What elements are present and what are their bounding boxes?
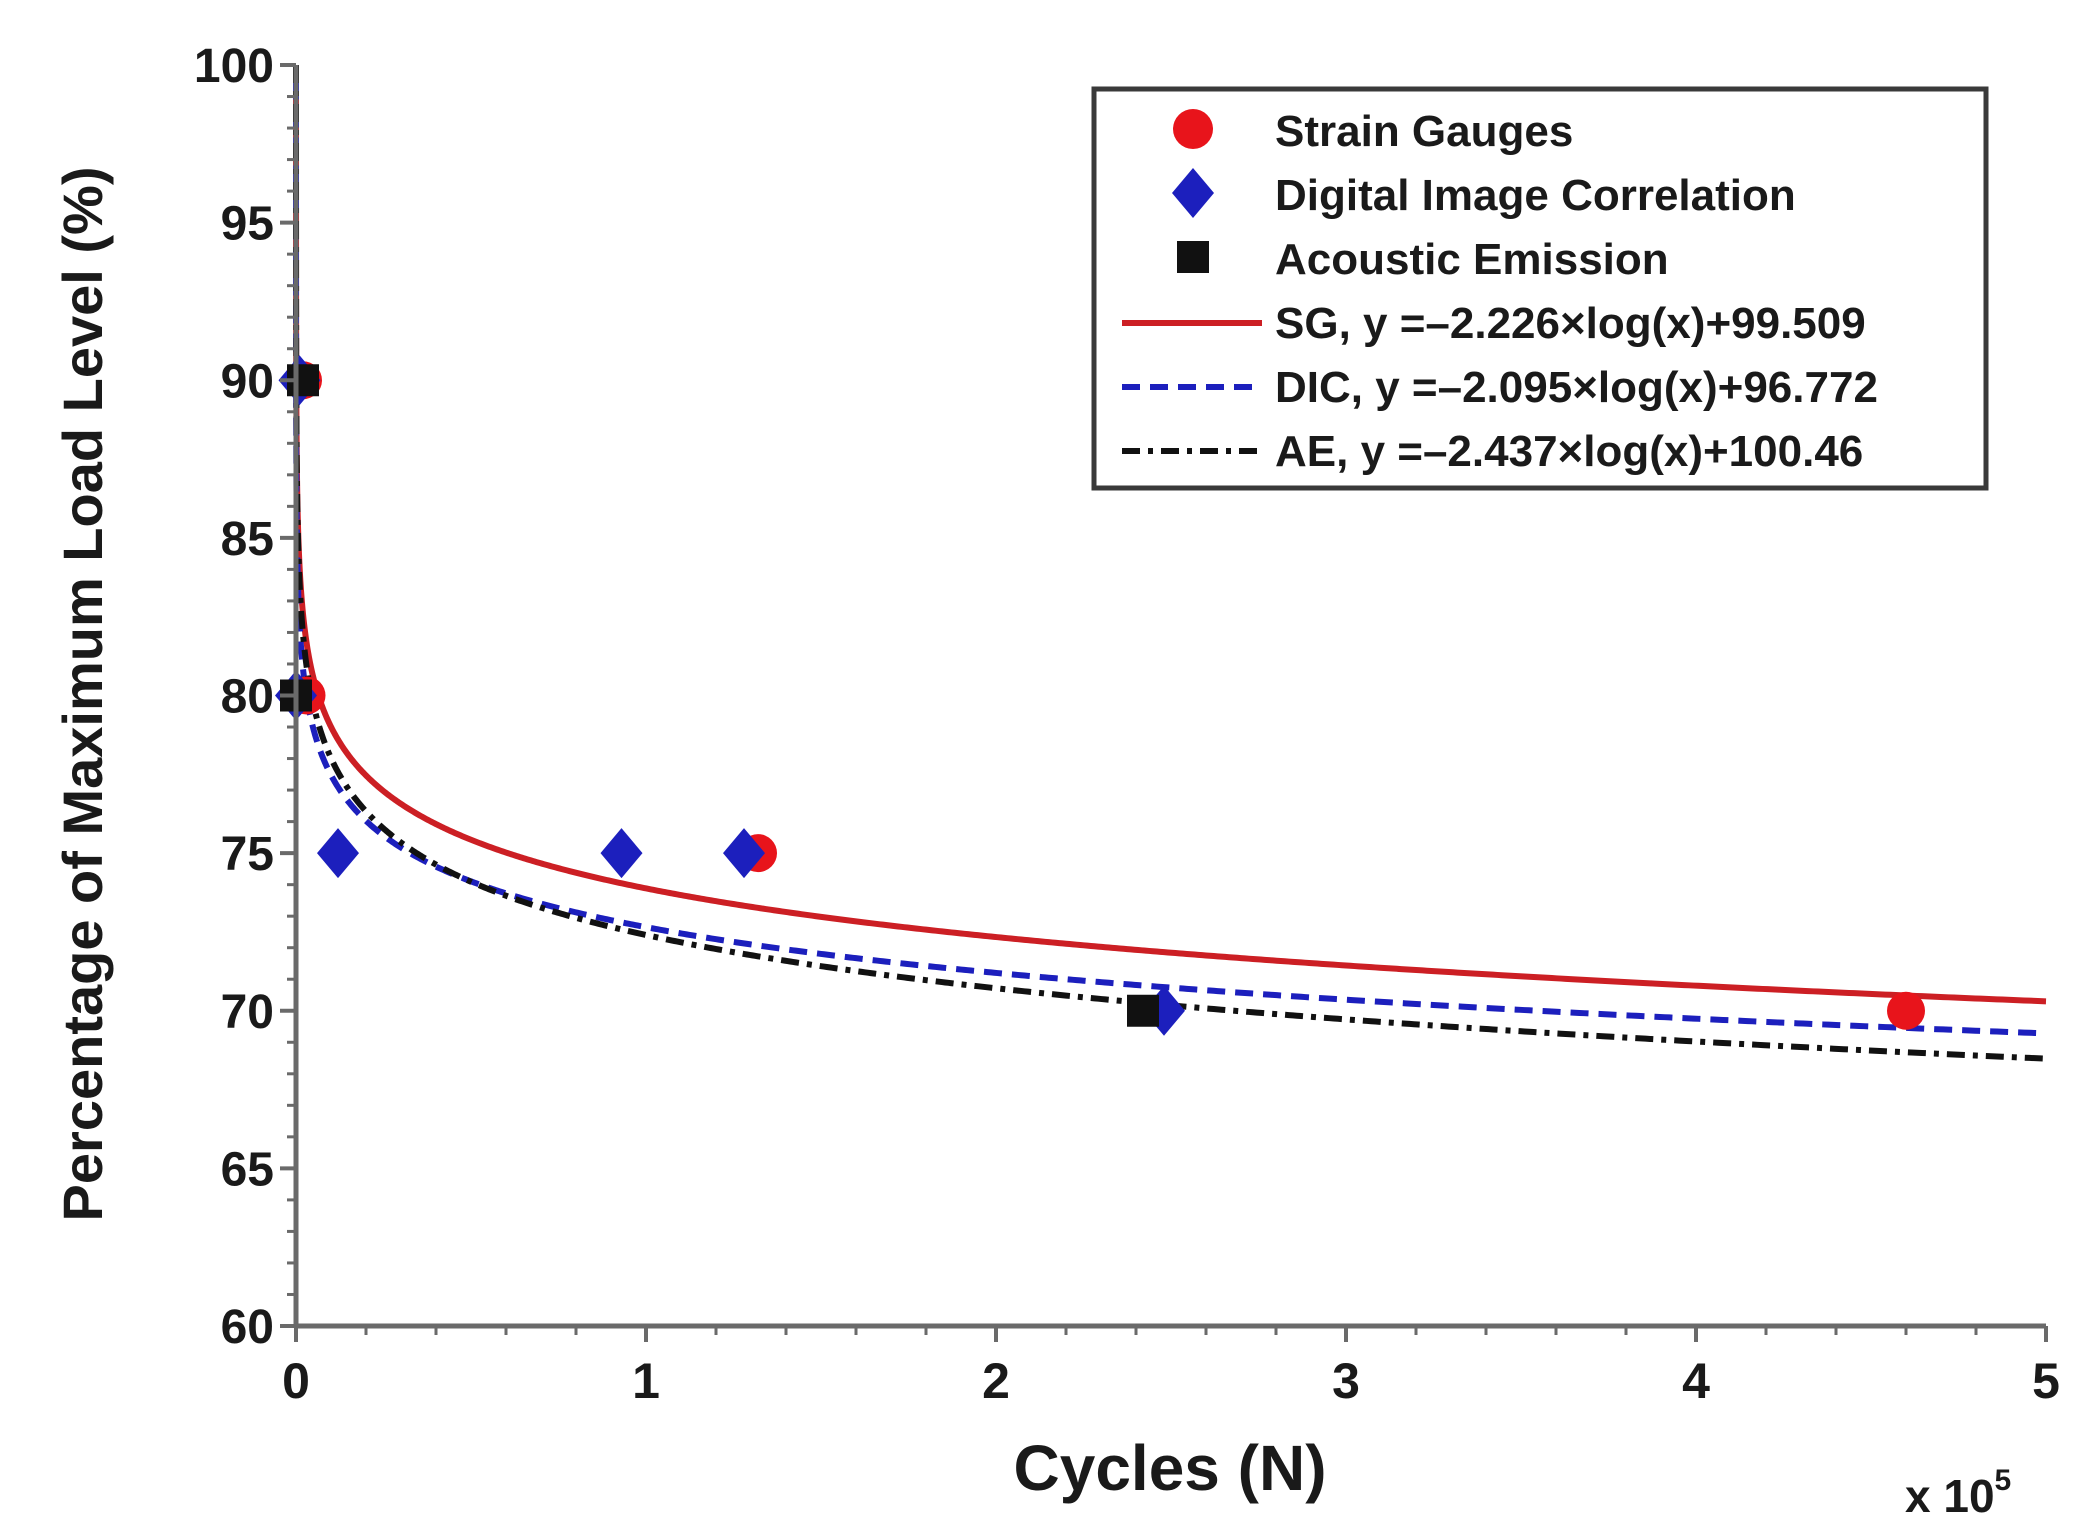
fit-line-1 (293, 81, 2047, 1037)
y-tick-label: 80 (221, 671, 274, 724)
x-tick-label: 0 (282, 1353, 310, 1409)
y-tick-label: 100 (194, 40, 274, 93)
x-ticks-layer: 0 1 2 3 4 5 (282, 1326, 2060, 1409)
legend-marker-acoustic-emission (1177, 241, 1209, 273)
data-point-diamond (600, 828, 643, 879)
legend-label-acoustic-emission: Acoustic Emission (1275, 235, 1669, 284)
x-tick-label: 3 (1332, 1353, 1360, 1409)
y-axis-title: Percentage of Maximum Load Level (%) (51, 167, 114, 1222)
fit-lines-layer (293, 65, 2047, 1062)
legend-label-dic-fit: DIC, y =–2.095×log(x)+96.772 (1275, 363, 1878, 412)
legend-entry-dic-fit: DIC, y =–2.095×log(x)+96.772 (1122, 363, 1878, 412)
legend-label-digital-image-correlation: Digital Image Correlation (1275, 171, 1796, 220)
legend-entry-acoustic-emission: Acoustic Emission (1177, 235, 1669, 284)
x-tick-label: 1 (632, 1353, 660, 1409)
fit-line-2 (293, 65, 2047, 1062)
y-tick-label: 85 (221, 513, 274, 566)
legend-label-strain-gauges: Strain Gauges (1275, 107, 1573, 156)
data-point-circle (1887, 991, 1925, 1030)
x-multiplier-base: x 10 (1905, 1470, 1995, 1522)
x-tick-label: 5 (2032, 1353, 2060, 1409)
y-tick-label: 60 (221, 1301, 274, 1354)
data-point-square (1127, 994, 1159, 1027)
legend-entry-digital-image-correlation: Digital Image Correlation (1172, 168, 1796, 220)
legend-box (1091, 86, 1989, 491)
y-tick-label: 90 (221, 355, 274, 408)
x-multiplier-label: x 105 (1905, 1464, 2011, 1522)
x-axis-title: Cycles (N) (1014, 1432, 1327, 1504)
x-multiplier-exponent: 5 (1995, 1464, 2012, 1497)
legend-marker-digital-image-correlation (1172, 168, 1214, 218)
legend-entry-ae-fit: AE, y =–2.437×log(x)+100.46 (1122, 427, 1863, 476)
y-tick-label: 70 (221, 986, 274, 1039)
y-tick-label: 95 (221, 198, 274, 251)
legend: Strain Gauges Digital Image Correlation … (1091, 86, 1989, 491)
legend-label-ae-fit: AE, y =–2.437×log(x)+100.46 (1275, 427, 1863, 476)
y-tick-label: 65 (221, 1143, 274, 1196)
y-ticks-layer: 60 65 70 75 80 85 90 95 100 (194, 40, 296, 1354)
legend-marker-strain-gauges (1173, 109, 1213, 149)
legend-entry-strain-gauges: Strain Gauges (1173, 107, 1573, 156)
legend-entry-sg-fit: SG, y =–2.226×log(x)+99.509 (1122, 299, 1866, 348)
fit-line-0 (293, 65, 2047, 1005)
x-tick-label: 4 (1682, 1353, 1710, 1409)
data-point-diamond (723, 828, 765, 879)
x-tick-label: 2 (982, 1353, 1010, 1409)
y-tick-label: 75 (221, 828, 274, 881)
legend-label-sg-fit: SG, y =–2.226×log(x)+99.509 (1275, 299, 1866, 348)
data-point-diamond (317, 828, 359, 879)
